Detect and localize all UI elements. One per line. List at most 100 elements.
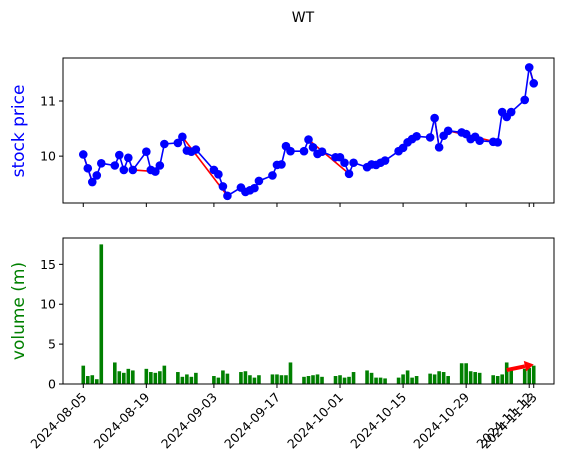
volume-arrow-shaft (506, 364, 526, 372)
price-point (304, 135, 313, 144)
price-point (506, 107, 516, 117)
volume-x-ticks: 2024-08-05 2024-08-19 2024-09-03 2024-09-17… (27, 384, 540, 452)
volume-bar (509, 368, 514, 384)
volume-bars (81, 244, 536, 384)
volume-trend-arrow (506, 360, 534, 372)
volume-y-tick-label: 10 (40, 297, 56, 312)
volume-y-tick-label: 15 (40, 257, 56, 272)
volume-bar (405, 370, 410, 384)
volume-bar (212, 376, 216, 384)
volume-y-ticks: 0 5 10 15 (40, 257, 63, 392)
price-point (434, 143, 444, 152)
volume-bar (94, 379, 99, 384)
price-x-ticks (82, 203, 535, 207)
price-point (214, 170, 223, 179)
price-point (475, 136, 484, 145)
price-point (110, 161, 120, 170)
volume-bar (225, 373, 230, 384)
volume-bar (248, 375, 252, 384)
x-tick-label: 2024-10-15 (347, 390, 409, 452)
volume-bar (383, 378, 387, 384)
x-tick-label: 2024-08-19 (90, 389, 152, 451)
x-tick-label: 2024-11-13 (478, 390, 540, 452)
price-point (340, 158, 349, 168)
volume-bar (473, 372, 477, 384)
volume-bar (320, 376, 324, 384)
volume-bar (527, 368, 532, 384)
volume-bar (338, 375, 342, 384)
volume-bar (477, 372, 482, 384)
price-point (151, 167, 160, 176)
volume-bar (176, 372, 180, 384)
price-point (218, 182, 228, 191)
price-point (277, 160, 286, 169)
volume-bar (149, 372, 153, 384)
volume-bar (428, 373, 432, 384)
price-point (524, 63, 534, 72)
volume-bar (194, 372, 198, 384)
price-plot-frame (62, 57, 555, 204)
volume-bar (396, 377, 401, 384)
price-point (124, 153, 133, 163)
price-point (443, 126, 453, 136)
price-point (115, 150, 124, 160)
volume-bar (252, 377, 257, 384)
volume-bar (522, 368, 527, 384)
price-point (299, 146, 309, 156)
price-point (520, 95, 530, 105)
price-y-tick-label: 10 (40, 149, 56, 164)
x-tick-label: 2024-10-29 (410, 389, 472, 451)
volume-bar (85, 376, 90, 384)
volume-bar (437, 371, 441, 384)
volume-bar (441, 372, 446, 384)
price-point (128, 165, 138, 175)
volume-bar (284, 375, 288, 384)
volume-bar (351, 372, 356, 384)
volume-bar (90, 375, 95, 384)
price-point (78, 150, 88, 159)
volume-bar (446, 376, 450, 384)
volume-bar (306, 376, 311, 384)
volume-bar (491, 375, 495, 384)
price-point (308, 143, 318, 152)
volume-bar (216, 377, 221, 384)
volume-bar (144, 368, 149, 384)
volume-bar (500, 374, 504, 384)
volume-bar (365, 370, 369, 384)
x-tick-label: 2024-09-17 (221, 390, 283, 452)
volume-bar (504, 362, 509, 384)
price-point (142, 147, 151, 157)
volume-bar (464, 363, 468, 384)
volume-y-axis-label: volume (m) (9, 262, 29, 360)
chart-title: WT (292, 10, 315, 26)
volume-bar (221, 370, 225, 384)
volume-bar (153, 372, 158, 384)
price-point (160, 139, 169, 149)
price-y-ticks: 10 11 (40, 94, 63, 164)
volume-bar (288, 362, 293, 384)
x-tick-label: 2024-10-01 (284, 390, 346, 452)
volume-bar (158, 371, 162, 384)
volume-bar (122, 372, 126, 384)
volume-bar (333, 376, 338, 384)
price-point (178, 132, 187, 142)
volume-bar (414, 376, 419, 384)
x-tick-label: 2024-08-05 (27, 390, 89, 452)
volume-plot-frame (62, 237, 555, 385)
price-point (344, 169, 354, 179)
price-points (78, 63, 539, 201)
volume-bar (239, 372, 243, 384)
price-point (268, 171, 277, 180)
price-point (87, 177, 97, 187)
price-point (173, 138, 183, 148)
price-point (493, 138, 502, 147)
price-point (317, 147, 327, 157)
volume-bar (410, 377, 414, 384)
volume-bar (401, 374, 405, 384)
price-point (349, 158, 358, 168)
price-point (155, 161, 165, 170)
price-point (96, 159, 106, 168)
volume-bar (131, 370, 135, 384)
volume-bar (257, 375, 261, 384)
